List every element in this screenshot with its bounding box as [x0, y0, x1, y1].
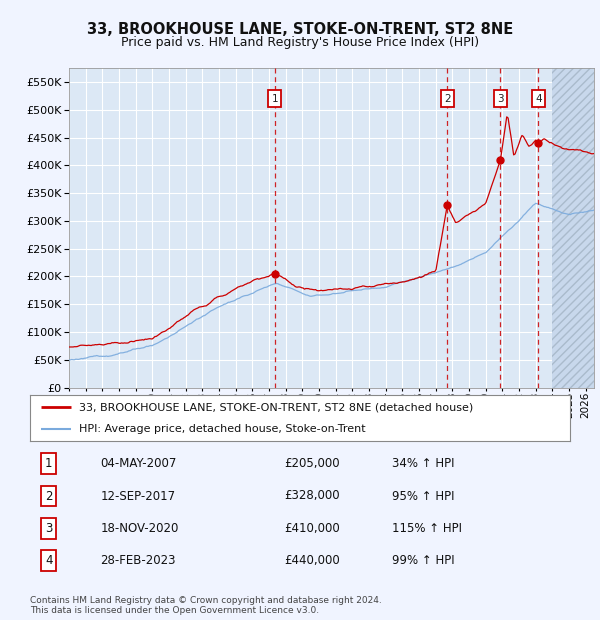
- Text: 3: 3: [45, 522, 53, 534]
- Text: 2: 2: [45, 490, 53, 502]
- Text: 33, BROOKHOUSE LANE, STOKE-ON-TRENT, ST2 8NE (detached house): 33, BROOKHOUSE LANE, STOKE-ON-TRENT, ST2…: [79, 402, 473, 412]
- Text: 28-FEB-2023: 28-FEB-2023: [100, 554, 176, 567]
- Bar: [553, 68, 594, 388]
- Text: 4: 4: [45, 554, 53, 567]
- Text: £205,000: £205,000: [284, 458, 340, 470]
- Text: 34% ↑ HPI: 34% ↑ HPI: [392, 458, 454, 470]
- Text: 12-SEP-2017: 12-SEP-2017: [100, 490, 175, 502]
- Text: £410,000: £410,000: [284, 522, 340, 534]
- Text: £328,000: £328,000: [284, 490, 340, 502]
- Text: 33, BROOKHOUSE LANE, STOKE-ON-TRENT, ST2 8NE: 33, BROOKHOUSE LANE, STOKE-ON-TRENT, ST2…: [87, 22, 513, 37]
- Text: £440,000: £440,000: [284, 554, 340, 567]
- Text: 4: 4: [535, 94, 542, 104]
- Text: 2: 2: [444, 94, 451, 104]
- Text: Price paid vs. HM Land Registry's House Price Index (HPI): Price paid vs. HM Land Registry's House …: [121, 36, 479, 48]
- Text: Contains HM Land Registry data © Crown copyright and database right 2024.
This d: Contains HM Land Registry data © Crown c…: [30, 596, 382, 615]
- Text: 95% ↑ HPI: 95% ↑ HPI: [392, 490, 454, 502]
- Text: 115% ↑ HPI: 115% ↑ HPI: [392, 522, 462, 534]
- Text: 04-MAY-2007: 04-MAY-2007: [100, 458, 176, 470]
- Text: 1: 1: [271, 94, 278, 104]
- Text: 18-NOV-2020: 18-NOV-2020: [100, 522, 179, 534]
- Text: HPI: Average price, detached house, Stoke-on-Trent: HPI: Average price, detached house, Stok…: [79, 424, 365, 434]
- Text: 3: 3: [497, 94, 503, 104]
- Text: 99% ↑ HPI: 99% ↑ HPI: [392, 554, 454, 567]
- Text: 1: 1: [45, 458, 53, 470]
